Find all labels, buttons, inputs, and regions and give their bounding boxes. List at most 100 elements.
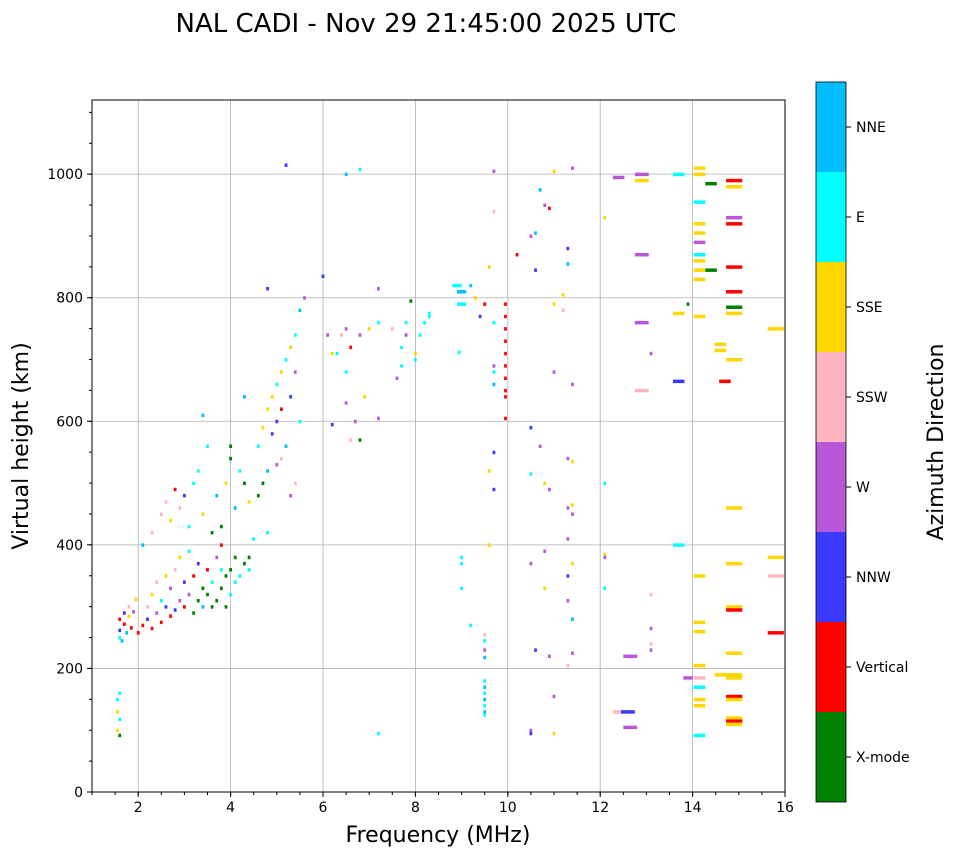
data-point <box>693 704 706 708</box>
colorbar-tick-label: SSE <box>856 300 883 316</box>
data-point <box>504 395 507 399</box>
data-point <box>284 163 288 167</box>
data-point <box>726 605 743 609</box>
data-point <box>726 676 743 680</box>
data-point <box>649 642 653 646</box>
data-point <box>266 286 269 291</box>
data-point <box>238 469 242 473</box>
data-point <box>289 345 293 350</box>
data-point <box>672 311 685 316</box>
data-point <box>571 382 574 387</box>
data-point <box>349 345 353 350</box>
data-point <box>487 469 491 473</box>
data-point <box>529 728 533 733</box>
data-point <box>726 185 743 189</box>
data-point <box>326 333 330 337</box>
data-point <box>693 277 706 282</box>
data-point <box>726 311 743 316</box>
data-point <box>483 713 487 717</box>
data-point <box>118 617 122 621</box>
data-point <box>649 648 653 652</box>
data-point <box>224 481 228 486</box>
data-point <box>192 481 196 486</box>
colorbar-tick-label: NNE <box>856 120 886 136</box>
data-point <box>173 568 177 572</box>
data-point <box>693 172 706 177</box>
data-point <box>187 592 191 597</box>
data-point <box>726 694 743 699</box>
data-point <box>118 691 122 696</box>
data-point <box>284 358 288 362</box>
data-point <box>552 694 556 699</box>
data-point <box>620 710 635 714</box>
data-point <box>201 413 205 418</box>
data-point <box>693 231 706 235</box>
data-point <box>224 574 228 578</box>
data-point <box>298 308 302 313</box>
data-point <box>726 719 743 723</box>
data-point <box>543 586 547 591</box>
data-point <box>705 268 717 272</box>
data-point <box>164 500 168 504</box>
data-point <box>469 283 473 288</box>
data-point <box>487 543 491 547</box>
data-point <box>726 716 743 720</box>
data-point <box>571 459 574 464</box>
data-point <box>159 512 163 516</box>
data-point <box>261 425 265 430</box>
data-point <box>243 481 246 486</box>
y-tick-label: 1000 <box>47 167 83 183</box>
data-point <box>414 351 417 356</box>
data-point <box>566 456 570 461</box>
data-point <box>219 568 223 572</box>
data-point <box>726 222 743 226</box>
x-tick-label: 6 <box>319 800 328 816</box>
data-point <box>358 333 362 337</box>
data-point <box>284 444 288 448</box>
data-point <box>504 302 507 306</box>
data-point <box>603 555 607 560</box>
data-point <box>767 574 784 578</box>
data-point <box>321 274 325 279</box>
data-point <box>219 524 223 529</box>
data-point <box>649 626 653 631</box>
data-point <box>623 725 638 730</box>
data-point <box>344 327 348 331</box>
data-point <box>122 622 126 626</box>
data-point <box>169 614 172 618</box>
data-point <box>504 339 507 343</box>
colorbar-tick-label: Vertical <box>856 660 908 676</box>
data-point <box>367 327 371 331</box>
data-point <box>566 598 570 603</box>
data-point <box>395 376 399 381</box>
data-point <box>400 345 403 350</box>
data-point <box>705 181 717 186</box>
data-point <box>280 456 283 461</box>
data-point <box>767 555 784 560</box>
data-point <box>552 169 556 174</box>
colorbar-frame <box>815 81 847 803</box>
data-point <box>183 580 186 584</box>
data-point <box>196 598 200 603</box>
data-point <box>534 268 537 272</box>
data-point <box>726 506 743 510</box>
data-point <box>252 537 256 541</box>
data-point <box>693 240 706 245</box>
data-point <box>129 626 133 630</box>
data-point <box>693 733 706 738</box>
data-point <box>219 586 223 591</box>
data-point <box>183 493 186 498</box>
data-point <box>693 166 706 170</box>
colorbar-swatch <box>816 172 846 262</box>
data-point <box>210 531 214 535</box>
data-point <box>118 636 122 640</box>
data-point <box>634 252 649 257</box>
data-point <box>116 710 119 714</box>
data-point <box>192 611 196 615</box>
data-point <box>726 608 743 612</box>
data-point <box>280 407 283 411</box>
x-tick-label: 14 <box>684 800 702 816</box>
data-point <box>529 234 533 238</box>
data-point <box>492 370 496 374</box>
data-point <box>201 512 205 516</box>
